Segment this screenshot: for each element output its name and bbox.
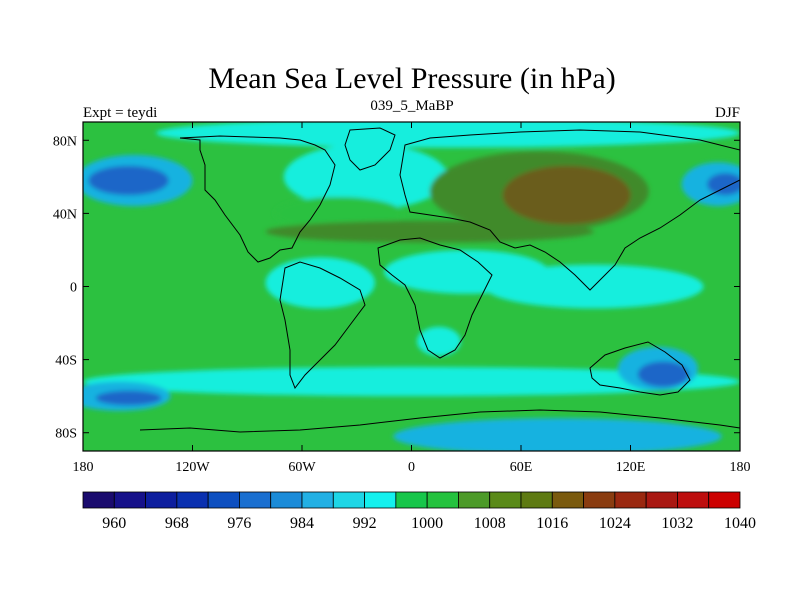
y-tick-label: 40N bbox=[53, 207, 77, 222]
coast-eurasia bbox=[399, 129, 740, 291]
y-tick-label: 80N bbox=[53, 134, 77, 149]
colorbar-label: 1000 bbox=[411, 515, 443, 532]
x-tick-label: 120E bbox=[616, 460, 646, 475]
y-tick-label: 80S bbox=[55, 427, 77, 442]
colorbar-box bbox=[113, 491, 146, 509]
colorbar-box bbox=[82, 491, 115, 509]
colorbar-label: 1008 bbox=[474, 515, 506, 532]
coast-antarctica bbox=[139, 409, 740, 433]
x-tick-label: 60E bbox=[510, 460, 533, 475]
region-subtropical-ridge bbox=[265, 220, 594, 243]
colorbar-box bbox=[645, 491, 678, 509]
coastlines bbox=[139, 127, 740, 433]
colorbar-box bbox=[583, 491, 616, 509]
colorbar-box bbox=[364, 491, 397, 509]
colorbar-label: 1016 bbox=[536, 515, 568, 532]
subtitle-right: DJF bbox=[715, 105, 740, 121]
region-southern-low-west-core bbox=[95, 390, 162, 406]
colorbar-box bbox=[239, 491, 272, 509]
x-tick-label: 60W bbox=[288, 460, 316, 475]
y-tick-label: 0 bbox=[70, 281, 77, 296]
colorbar-label: 960 bbox=[102, 515, 126, 532]
coast-australia bbox=[589, 341, 691, 396]
colorbar-label: 984 bbox=[290, 515, 314, 532]
colorbar-label: 968 bbox=[165, 515, 189, 532]
region-iceland-region bbox=[283, 143, 448, 210]
colorbar-box bbox=[207, 491, 240, 509]
subtitle-center: 039_5_MaBP bbox=[370, 98, 453, 114]
colorbar-label: 1040 bbox=[724, 515, 756, 532]
region-siberian-high-core bbox=[502, 165, 631, 225]
colorbar-box bbox=[426, 491, 459, 509]
colorbar-box bbox=[520, 491, 553, 509]
colorbar-box bbox=[458, 491, 491, 509]
colorbar-box bbox=[614, 491, 647, 509]
colorbar-box bbox=[489, 491, 522, 509]
colorbar: 960 968 976 984 992 1000 1008 1016 1024 1032 1040 bbox=[82, 491, 756, 532]
y-axis: 80N 40N 0 40S 80S bbox=[53, 134, 740, 442]
colorbar-box bbox=[145, 491, 178, 509]
colorbar-box bbox=[176, 491, 209, 509]
colorbar-label: 1024 bbox=[599, 515, 631, 532]
coast-greenland bbox=[344, 127, 396, 171]
colorbar-box bbox=[270, 491, 303, 509]
y-tick-label: 40S bbox=[55, 354, 77, 369]
colorbar-box bbox=[677, 491, 710, 509]
region-south-atlantic-cyan bbox=[416, 326, 461, 356]
region-north-polar-cyan bbox=[156, 122, 740, 148]
region-antarctic-sky bbox=[393, 418, 722, 451]
region-south-ocean-band bbox=[83, 366, 740, 397]
x-axis: 180 120W 60W 0 60E 120E 180 bbox=[73, 122, 751, 475]
subtitle-left: Expt = teydi bbox=[83, 105, 157, 121]
colorbar-box bbox=[332, 491, 365, 509]
colorbar-box bbox=[708, 491, 741, 509]
coast-africa bbox=[377, 237, 493, 359]
region-australia-core bbox=[637, 361, 689, 388]
colorbar-box bbox=[551, 491, 584, 509]
x-tick-label: 180 bbox=[73, 460, 94, 475]
colorbar-box bbox=[301, 491, 334, 509]
coast-south-america bbox=[279, 261, 366, 390]
region-tropical-band-americas bbox=[265, 257, 375, 309]
x-tick-label: 120W bbox=[175, 460, 210, 475]
chart-title: Mean Sea Level Pressure (in hPa) bbox=[208, 62, 615, 95]
coast-north-america bbox=[179, 135, 336, 263]
colorbar-box bbox=[395, 491, 428, 509]
region-aleutian-low bbox=[88, 165, 169, 196]
region-north-pacific-east-core bbox=[707, 173, 740, 196]
pressure-field bbox=[83, 122, 740, 451]
colorbar-label: 1032 bbox=[661, 515, 693, 532]
x-tick-label: 0 bbox=[408, 460, 415, 475]
colorbar-label: 976 bbox=[227, 515, 251, 532]
x-tick-label: 180 bbox=[730, 460, 751, 475]
colorbar-label: 992 bbox=[353, 515, 377, 532]
